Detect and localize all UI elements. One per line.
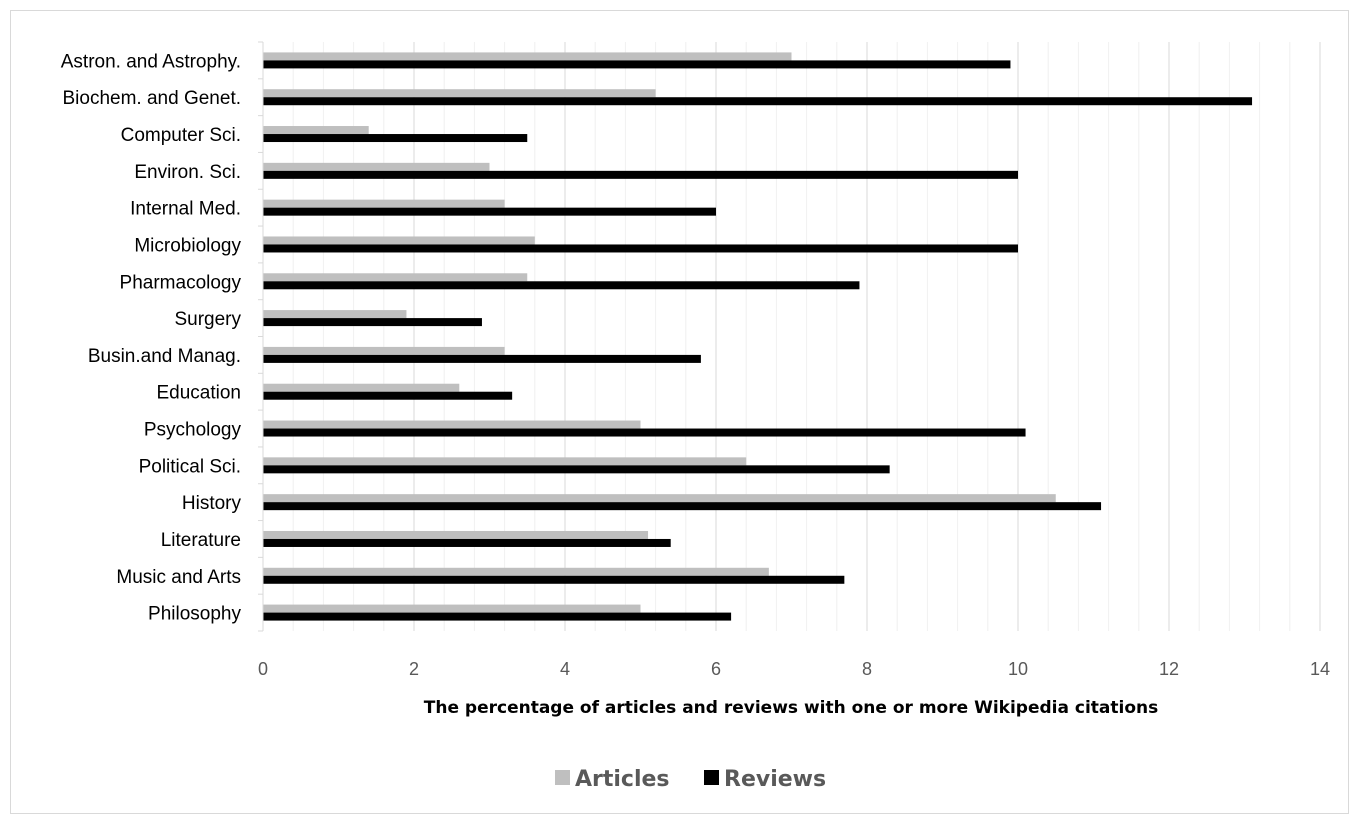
- category-label: Environ. Sci.: [134, 162, 241, 183]
- x-tick-label: 8: [862, 659, 872, 679]
- bar-reviews: [263, 538, 671, 547]
- bar-reviews: [263, 281, 860, 290]
- bar-articles: [263, 199, 505, 208]
- bar-articles: [263, 236, 535, 245]
- bar-reviews: [263, 391, 513, 400]
- legend-label-articles: Articles: [575, 767, 670, 792]
- x-axis-title: The percentage of articles and reviews w…: [424, 698, 1158, 718]
- category-label: Pharmacology: [120, 272, 242, 293]
- x-tick-label: 4: [560, 659, 570, 679]
- category-label: Computer Sci.: [121, 125, 241, 146]
- x-tick-label: 10: [1008, 659, 1028, 679]
- x-tick-label: 14: [1310, 659, 1330, 679]
- category-labels: Astron. and Astrophy. Biochem. and Genet.…: [61, 51, 242, 624]
- bar-reviews: [263, 134, 528, 143]
- x-tick-label: 6: [711, 659, 721, 679]
- legend-swatch-reviews: [704, 770, 719, 785]
- bar-articles: [263, 604, 641, 613]
- bar-reviews: [263, 612, 732, 621]
- x-tick-label: 0: [258, 659, 268, 679]
- category-label: Internal Med.: [130, 199, 241, 220]
- bar-reviews: [263, 465, 890, 474]
- bar-articles: [263, 162, 490, 171]
- bar-articles: [263, 273, 528, 282]
- x-tick-label: 12: [1159, 659, 1179, 679]
- axes: [258, 41, 264, 632]
- x-tick-labels: 0 2 4 6 8 10 12 14: [258, 659, 1330, 679]
- bar-articles: [263, 457, 747, 466]
- chart-frame: [10, 10, 1349, 814]
- bar-reviews: [263, 354, 701, 363]
- bar-articles: [263, 310, 407, 319]
- bar-reviews: [263, 60, 1011, 69]
- bar-reviews: [263, 207, 716, 216]
- bar-articles: [263, 530, 649, 539]
- bar-articles: [263, 346, 505, 355]
- bar-articles: [263, 567, 769, 576]
- bar-articles: [263, 89, 656, 98]
- bar-reviews: [263, 97, 1253, 106]
- bar-articles: [263, 494, 1056, 503]
- x-tick-label: 2: [409, 659, 419, 679]
- category-label: Philosophy: [148, 604, 241, 625]
- bar-articles: [263, 383, 460, 392]
- category-label: Astron. and Astrophy.: [61, 51, 241, 72]
- legend-label-reviews: Reviews: [724, 767, 826, 792]
- legend-swatch-articles: [555, 770, 570, 785]
- category-label: Music and Arts: [116, 567, 241, 588]
- bar-reviews: [263, 244, 1018, 253]
- category-label: Busin.and Manag.: [88, 346, 241, 367]
- bar-articles: [263, 126, 369, 135]
- bar-articles: [263, 420, 641, 429]
- category-label: Political Sci.: [139, 456, 241, 477]
- category-label: Literature: [161, 530, 241, 551]
- category-label: Surgery: [174, 309, 241, 330]
- legend: Articles Reviews: [555, 767, 826, 792]
- category-label: Biochem. and Genet.: [63, 88, 242, 109]
- bar-reviews: [263, 428, 1026, 437]
- bar-reviews: [263, 170, 1018, 179]
- bar-articles: [263, 52, 792, 61]
- bar-reviews: [263, 502, 1102, 511]
- category-label: History: [182, 493, 242, 514]
- bars: [263, 52, 1253, 621]
- bar-reviews: [263, 575, 845, 584]
- category-label: Microbiology: [134, 235, 241, 256]
- category-label: Psychology: [144, 420, 242, 441]
- category-label: Education: [156, 383, 241, 404]
- bar-reviews: [263, 318, 482, 327]
